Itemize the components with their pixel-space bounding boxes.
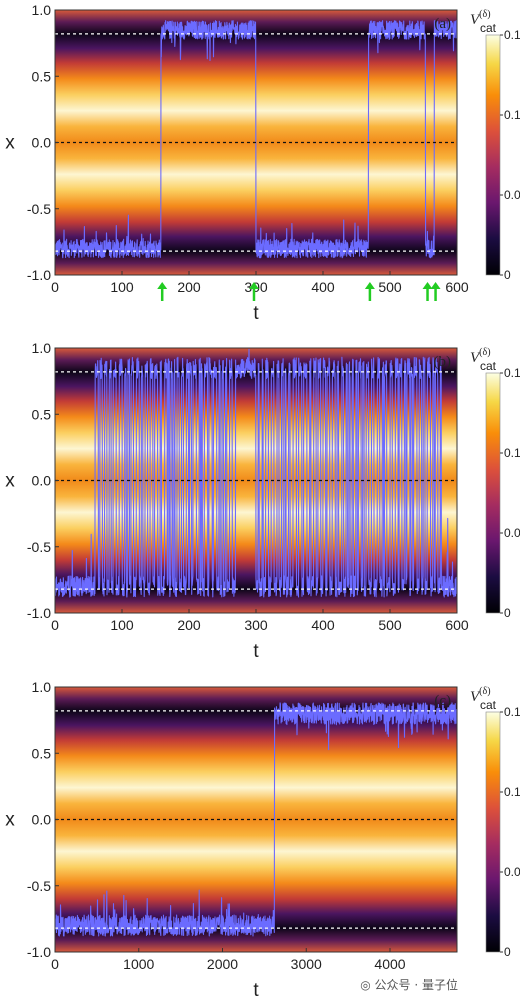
switch-arrowhead <box>157 282 168 289</box>
x-axis-label: t <box>253 980 259 999</box>
y-tick-label: 0.0 <box>32 473 52 489</box>
colorbar-title: V(δ) <box>470 686 491 705</box>
x-tick-label: 1000 <box>123 956 154 972</box>
x-tick-label: 600 <box>445 617 469 633</box>
y-tick-label: -0.5 <box>27 539 51 555</box>
x-tick-label: 500 <box>378 617 402 633</box>
colorbar <box>485 34 501 276</box>
panel-label: (b) <box>434 354 452 370</box>
panel-label: (a) <box>434 16 451 32</box>
x-tick-label: 500 <box>378 279 402 295</box>
y-tick-label: 0.5 <box>32 745 52 761</box>
y-tick-label: 0.5 <box>32 68 52 84</box>
y-axis-label: x <box>5 133 15 154</box>
colorbar-tick-label: 0.10 <box>504 785 520 799</box>
y-tick-label: 1.0 <box>32 340 52 356</box>
trajectory-line <box>54 20 458 259</box>
y-tick-label: 0.0 <box>32 812 52 828</box>
y-tick-label: -1.0 <box>27 944 51 960</box>
x-tick-label: 200 <box>177 279 201 295</box>
chart-panel-3: 1.00.50.0-0.5-1.00 1000 2000 3000 4000xt(c)0… <box>5 679 520 999</box>
chart-panel-2: 1.00.50.0-0.5-1.00 100 200 300 400 500 600xt(b… <box>5 340 520 662</box>
colorbar-tick-label: 0 <box>504 606 511 620</box>
x-tick-label: 600 <box>445 279 469 295</box>
watermark-text: 公众号 · 量子位 <box>374 978 458 992</box>
switch-arrowhead <box>248 282 259 289</box>
switch-arrowhead <box>364 282 375 289</box>
y-tick-label: -1.0 <box>27 267 51 283</box>
x-tick-label: 0 <box>51 617 59 633</box>
y-tick-label: 0.0 <box>32 135 52 151</box>
colorbar <box>485 372 501 614</box>
colorbar-tick-label: 0 <box>504 268 511 282</box>
colorbar-tick-label: 0.10 <box>504 446 520 460</box>
colorbar-subscript: cat <box>480 21 497 35</box>
y-tick-label: -0.5 <box>27 201 51 217</box>
x-tick-label: 100 <box>110 279 134 295</box>
colorbar-tick-label: 0 <box>504 945 511 959</box>
y-tick-label: -0.5 <box>27 878 51 894</box>
x-tick-label: 0 <box>51 279 59 295</box>
y-tick-label: 1.0 <box>32 679 52 695</box>
colorbar-tick-label: 0.10 <box>504 108 520 122</box>
panel-label: (c) <box>434 693 451 709</box>
x-axis-label: t <box>253 641 259 662</box>
x-tick-label: 4000 <box>374 956 405 972</box>
colorbar-tick-label: 0.15 <box>504 366 520 380</box>
colorbar-title: V(δ) <box>470 347 491 366</box>
colorbar-title: V(δ) <box>470 9 491 28</box>
y-tick-label: 1.0 <box>32 2 52 18</box>
switch-arrowhead <box>430 282 441 289</box>
x-tick-label: 300 <box>244 617 268 633</box>
colorbar-subscript: cat <box>480 359 497 373</box>
x-tick-label: 3000 <box>291 956 322 972</box>
colorbar-tick-label: 0.05 <box>504 188 520 202</box>
x-axis-label: t <box>253 303 259 324</box>
y-axis-label: x <box>5 471 15 492</box>
y-tick-label: -1.0 <box>27 605 51 621</box>
y-tick-label: 0.5 <box>32 406 52 422</box>
y-axis-label: x <box>5 810 15 831</box>
colorbar-tick-label: 0.05 <box>504 865 520 879</box>
x-tick-label: 100 <box>110 617 134 633</box>
x-tick-label: 400 <box>311 279 335 295</box>
wechat-icon: ◎ <box>360 978 371 992</box>
x-tick-label: 200 <box>177 617 201 633</box>
colorbar-subscript: cat <box>480 698 497 712</box>
chart-panel-1: 1.00.50.0-0.5-1.00100200300400500600xt(a… <box>5 2 520 324</box>
colorbar-tick-label: 0.15 <box>504 705 520 719</box>
x-tick-label: 0 <box>51 956 59 972</box>
switch-arrowhead <box>422 282 433 289</box>
watermark: ◎ 公众号 · 量子位 <box>360 976 458 993</box>
colorbar-tick-label: 0.05 <box>504 526 520 540</box>
x-tick-label: 2000 <box>207 956 238 972</box>
colorbar-tick-label: 0.15 <box>504 28 520 42</box>
colorbar <box>485 711 501 953</box>
trajectory-line <box>54 348 458 598</box>
x-tick-label: 400 <box>311 617 335 633</box>
